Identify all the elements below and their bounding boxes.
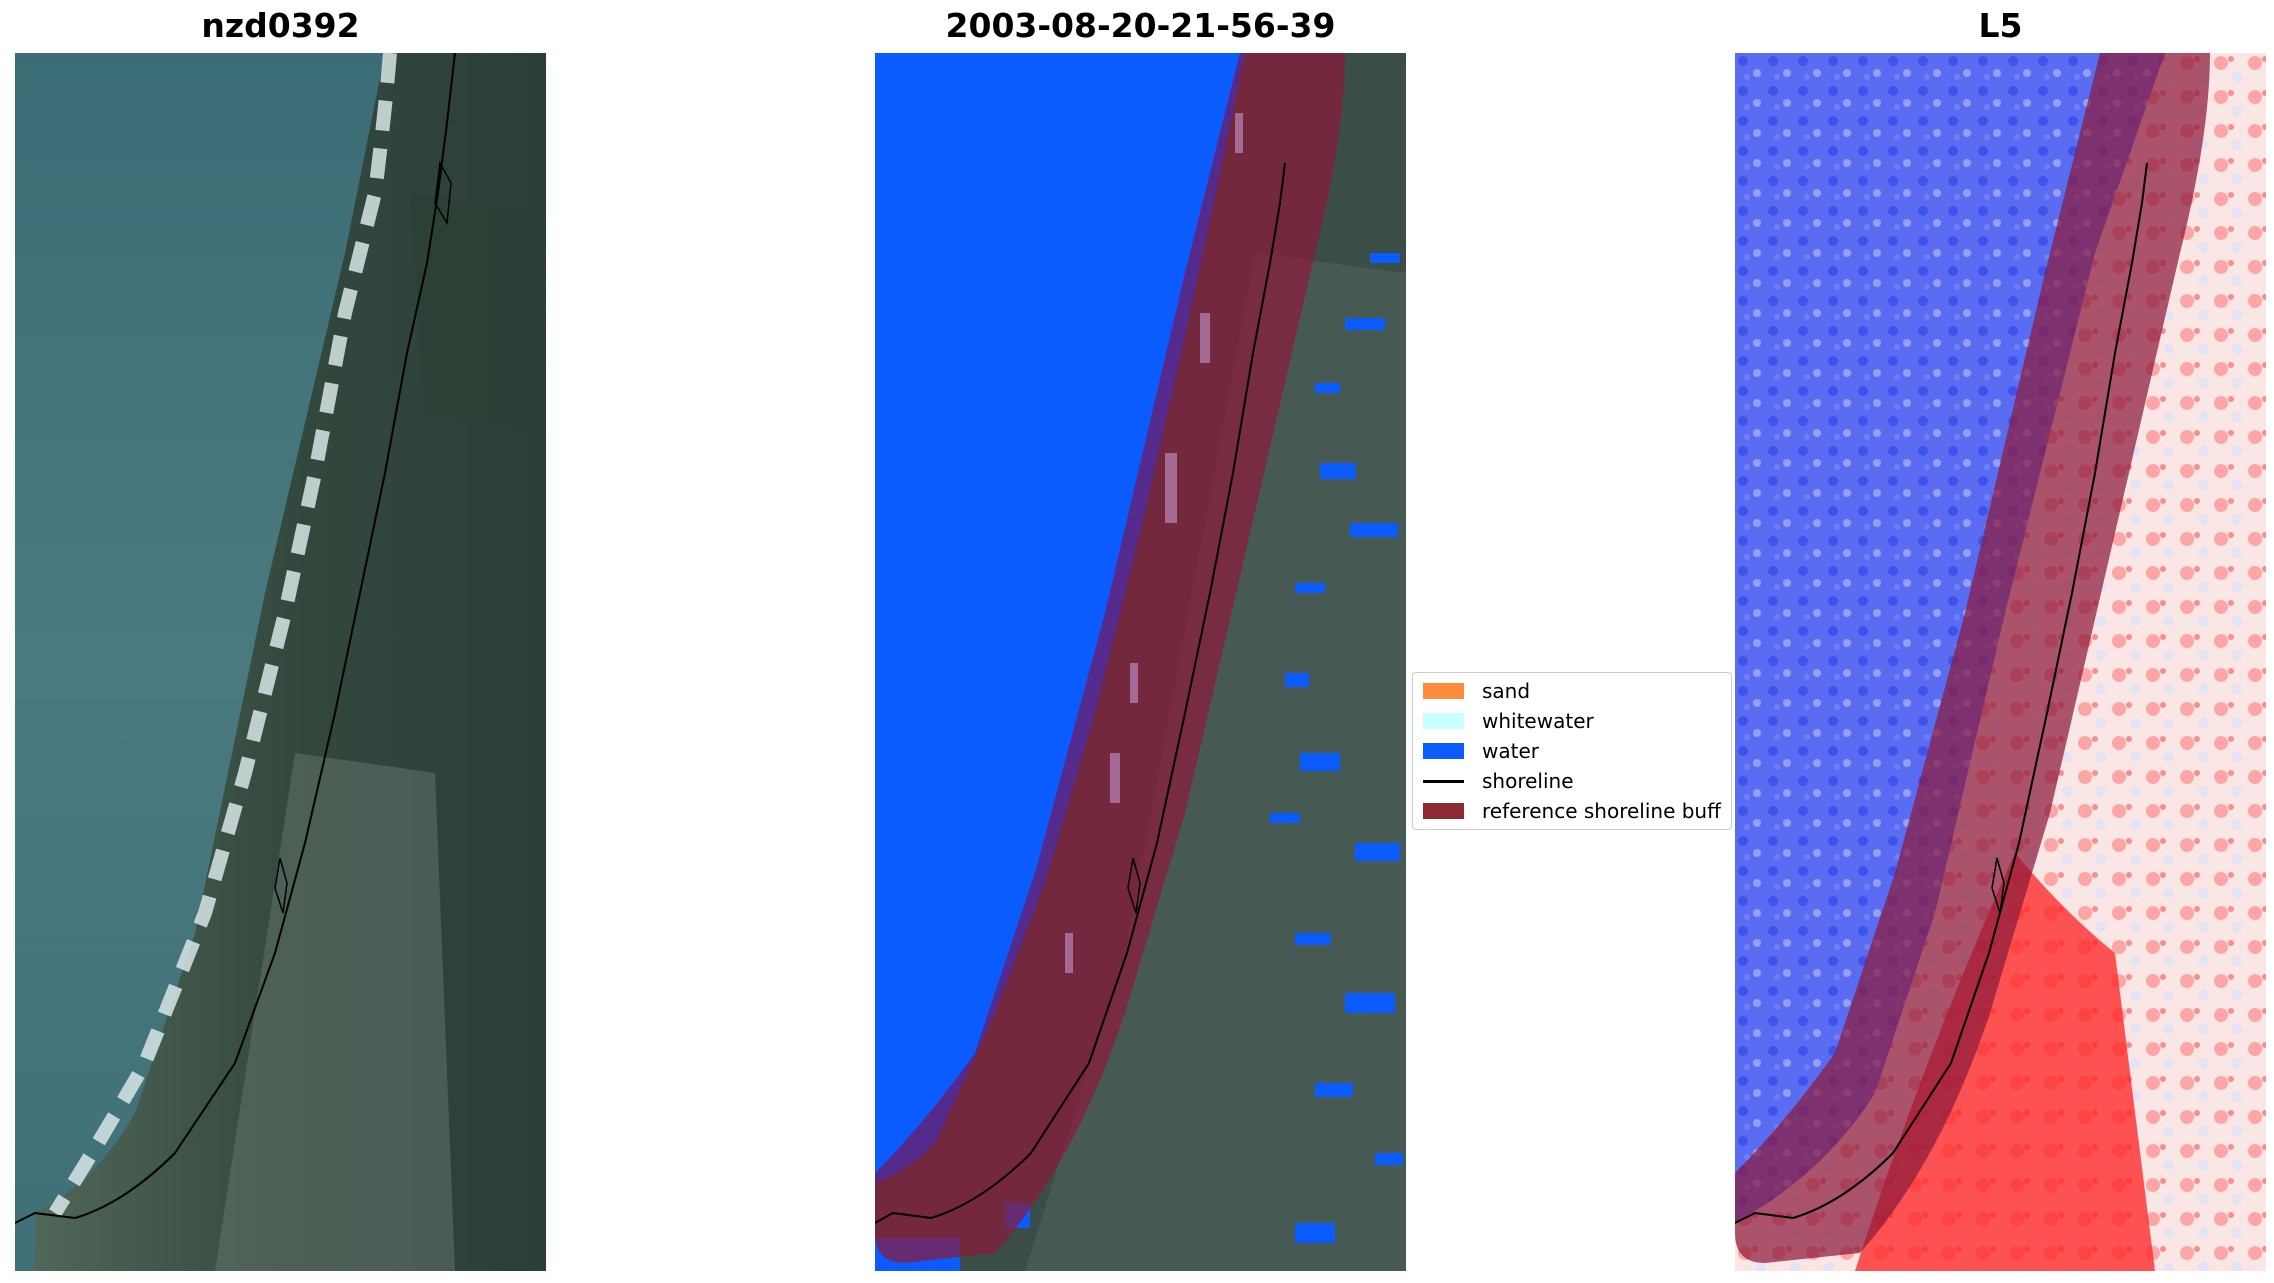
sand-swatch [1423, 683, 1464, 699]
legend-item-sand: sand [1413, 676, 1731, 706]
whitewater-swatch [1423, 713, 1464, 729]
legend-item-water: water [1413, 736, 1731, 766]
legend-label-sand: sand [1482, 679, 1531, 703]
legend-label-whitewater: whitewater [1482, 709, 1594, 733]
panel-title-classified: 2003-08-20-21-56-39 [945, 6, 1336, 45]
panel-title-rgb: nzd0392 [201, 6, 360, 45]
legend-label-reference-buffer: reference shoreline buff [1482, 799, 1721, 823]
rgb-image [15, 53, 546, 1271]
reference-buffer-swatch [1423, 803, 1464, 819]
legend-item-whitewater: whitewater [1413, 706, 1731, 736]
index-image-panel [1735, 53, 2266, 1271]
legend-item-shoreline: shoreline [1413, 766, 1731, 796]
classified-image [875, 53, 1406, 1271]
index-image [1735, 53, 2266, 1271]
shoreline-line-swatch [1423, 780, 1464, 783]
legend: sand whitewater water shoreline referenc… [1412, 672, 1732, 830]
legend-item-reference-buffer: reference shoreline buff [1413, 796, 1731, 826]
panel-title-index: L5 [1978, 6, 2023, 45]
water-swatch [1423, 743, 1464, 759]
legend-label-shoreline: shoreline [1482, 769, 1574, 793]
legend-label-water: water [1482, 739, 1539, 763]
rgb-image-panel [15, 53, 546, 1271]
classified-image-panel [875, 53, 1406, 1271]
